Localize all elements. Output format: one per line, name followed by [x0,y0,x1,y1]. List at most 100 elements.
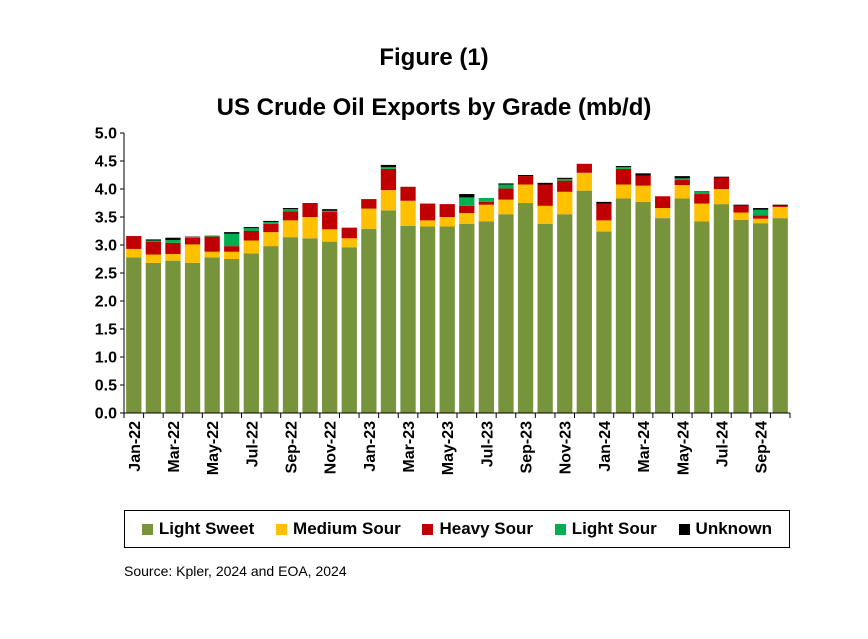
bar-segment [733,204,749,206]
bar-segment [576,172,592,191]
legend-item: Light Sour [554,519,657,539]
bar-segment [498,199,514,215]
bar-segment [282,211,299,221]
bar-segment [263,223,279,233]
bar-segment [752,223,769,413]
bar-segment [126,236,142,249]
bar-segment [302,217,318,239]
legend-swatch [678,523,690,535]
bar-segment [322,210,338,212]
bar-segment [400,200,416,226]
x-tick-label: Jul-24 [714,421,731,467]
bar-segment [752,215,769,219]
bar-segment [713,176,730,178]
x-tick-label: Sep-24 [754,421,771,474]
legend-swatch [276,523,288,535]
x-tick-label: May-24 [675,421,692,475]
legend-item: Heavy Sour [422,519,533,539]
bar-segment [772,218,788,413]
bar-segment [459,213,475,224]
bar-segment [400,186,416,201]
bar-segment [322,229,338,242]
bar-segment [655,218,671,413]
x-tick-label: Mar-22 [166,421,183,473]
bar-segment [655,196,671,209]
bar-segment [282,220,299,238]
bar-segment [243,240,259,254]
bar-segment [184,262,201,413]
bar-segment [165,237,181,240]
bar-segment [635,173,651,176]
bar-segment [380,164,397,168]
bar-segment [145,239,162,241]
bar-segment [655,208,671,219]
figure-label: Figure (1) [379,44,489,71]
bar-segment [302,238,318,413]
bar-segment [694,221,710,413]
bar-segment [498,188,514,200]
bar-segment [126,257,142,413]
bar-segment [419,203,436,221]
bar-segment [361,199,377,209]
chart-title: US Crude Oil Exports by Grade (mb/d) [216,94,652,121]
x-tick-label: May-22 [205,421,222,475]
x-tick-label: Jul-22 [244,421,261,467]
legend-swatch [554,523,566,535]
y-tick-label: 0.0 [95,406,117,423]
bar-segment [733,212,749,220]
bar-segment [537,205,553,224]
x-tick-label: Nov-22 [323,421,340,474]
x-tick-label: Jul-23 [479,421,496,467]
y-tick-label: 3.5 [95,210,117,227]
bar-segment [224,259,240,413]
bar-segment [674,185,690,199]
bar-segment [478,221,495,413]
bar-segment [145,254,162,263]
bar-segment [498,184,514,189]
bar-segment [478,204,495,222]
legend-label: Medium Sour [293,519,401,538]
bar-segment [165,239,181,243]
bar-segment [263,220,279,223]
bar-segment [615,184,632,199]
bar-segment [419,226,436,413]
x-tick-label: Sep-22 [284,421,301,474]
bar-segment [302,203,318,217]
bar-segment [596,201,612,204]
bar-segment [439,204,455,217]
bar-segment [498,183,514,185]
legend-item: Light Sweet [141,519,254,539]
bar-segment [380,190,397,211]
bar-segment [537,184,553,206]
bar-segment [694,191,710,195]
bar-segment [165,260,181,413]
bar-segment [557,191,573,215]
bar-segment [517,175,534,177]
bar-segment [361,228,377,413]
bar-segment [615,168,632,185]
x-tick-label: Nov-23 [558,421,575,474]
bar-segment [615,167,632,169]
bar-segment [145,241,162,255]
x-tick-label: Mar-24 [636,421,653,473]
bar-segment [713,189,730,205]
bar-segment [380,210,397,413]
bar-segment [713,204,730,413]
bar-segment [772,205,788,207]
x-tick-label: Jan-22 [127,421,144,472]
bar-segment [184,244,201,263]
x-tick-label: May-23 [440,421,457,475]
bar-segment [380,167,397,169]
bar-segment [557,214,573,413]
bar-segment [322,211,338,230]
legend-item: Unknown [678,519,772,539]
y-tick-label: 1.0 [95,350,117,367]
bar-segment [674,180,690,186]
bar-segment [224,246,240,252]
bar-segment [596,203,612,221]
bar-segment [596,220,612,232]
bar-segment [615,166,632,168]
bar-segment [204,251,220,258]
bar-segment [204,257,220,413]
y-tick-label: 4.0 [95,182,117,199]
